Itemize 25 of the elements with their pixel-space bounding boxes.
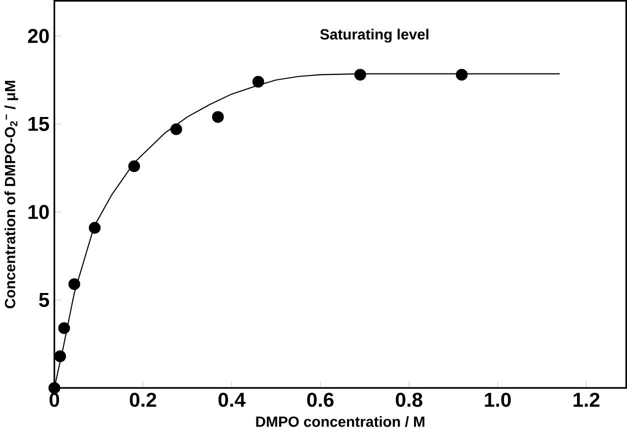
point [212, 111, 224, 124]
point [88, 222, 101, 234]
point [58, 322, 70, 334]
point [354, 69, 366, 81]
point [456, 69, 468, 81]
x-tick-label: 0.6 [307, 392, 334, 408]
point [128, 160, 140, 172]
y-tick-label: 10 [28, 205, 49, 220]
y-tick-label: 5 [39, 293, 50, 308]
point [54, 350, 66, 362]
x-axis-title: DMPO concentration / M [256, 416, 424, 428]
y-tick-label: 15 [28, 117, 50, 132]
point [48, 382, 60, 394]
point [68, 278, 80, 290]
x-tick-label: 0 [50, 392, 60, 408]
x-tick-label: 1.2 [574, 392, 600, 407]
x-tick-label: 0.4 [218, 392, 246, 408]
x-tick-label: 0.8 [396, 392, 422, 408]
point [170, 124, 182, 136]
y-axis-title: Concentration of DMPO-O$_{2}$$^{−}$ / μM [4, 81, 18, 308]
y-tick-label: 20 [28, 29, 49, 44]
point [252, 76, 264, 88]
x-tick-label: 1.0 [484, 392, 511, 408]
x-tick-label: 0.2 [130, 392, 156, 408]
annotation: Saturating level [320, 29, 428, 43]
